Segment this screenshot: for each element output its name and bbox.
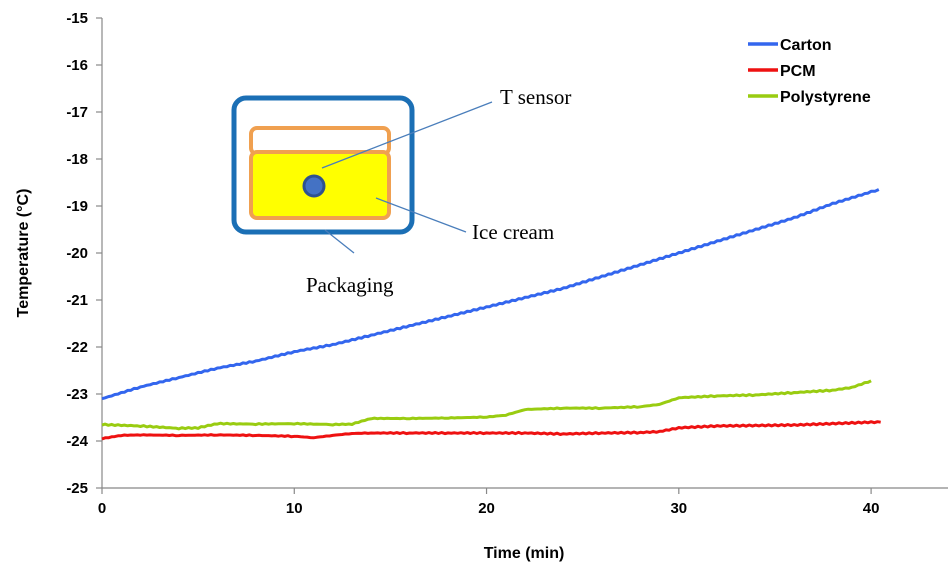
ice-cream-label: Ice cream	[472, 220, 554, 244]
legend-label: Carton	[780, 37, 832, 54]
y-axis: -25 -24 -23 -22 -21 -20 -19 -18 -17 -16 -15	[66, 10, 103, 497]
sensor-label: T sensor	[500, 85, 571, 109]
y-tick-label: -25	[66, 480, 88, 497]
legend-label: PCM	[780, 63, 816, 80]
packaging-outline	[231, 95, 415, 235]
x-tick-label: 10	[286, 500, 303, 517]
sensor-leader-line	[321, 101, 493, 169]
legend: Carton PCM Polystyrene	[748, 37, 871, 106]
legend-label: Polystyrene	[780, 89, 871, 106]
y-tick-label: -15	[66, 10, 88, 27]
series-line-polystyrene	[101, 379, 872, 431]
x-axis: 0 10 20 30 40	[98, 487, 948, 517]
x-tick-label: 20	[478, 500, 495, 517]
series-line-pcm	[101, 420, 881, 441]
inset-diagram: T sensor Ice cream Packaging	[231, 85, 571, 297]
series-line-carton	[101, 188, 880, 401]
y-tick-label: -21	[66, 292, 88, 309]
series-layer	[101, 188, 881, 441]
y-tick-label: -18	[66, 151, 88, 168]
x-tick-label: 0	[98, 500, 106, 517]
y-tick-label: -17	[66, 104, 88, 121]
ice-cream-leader-line	[375, 197, 467, 233]
x-axis-title: Time (min)	[484, 545, 565, 562]
packaging-label: Packaging	[306, 273, 394, 297]
y-tick-label: -23	[66, 386, 88, 403]
y-tick-label: -22	[66, 339, 88, 356]
y-tick-label: -24	[66, 433, 88, 450]
y-tick-label: -20	[66, 245, 88, 262]
y-tick-label: -19	[66, 198, 88, 215]
x-tick-label: 40	[863, 500, 880, 517]
packaging-leader-line	[324, 229, 355, 254]
y-axis-title: Temperature (°C)	[15, 189, 32, 318]
sensor-dot	[302, 174, 326, 198]
y-tick-label: -16	[66, 57, 88, 74]
x-tick-label: 30	[670, 500, 687, 517]
